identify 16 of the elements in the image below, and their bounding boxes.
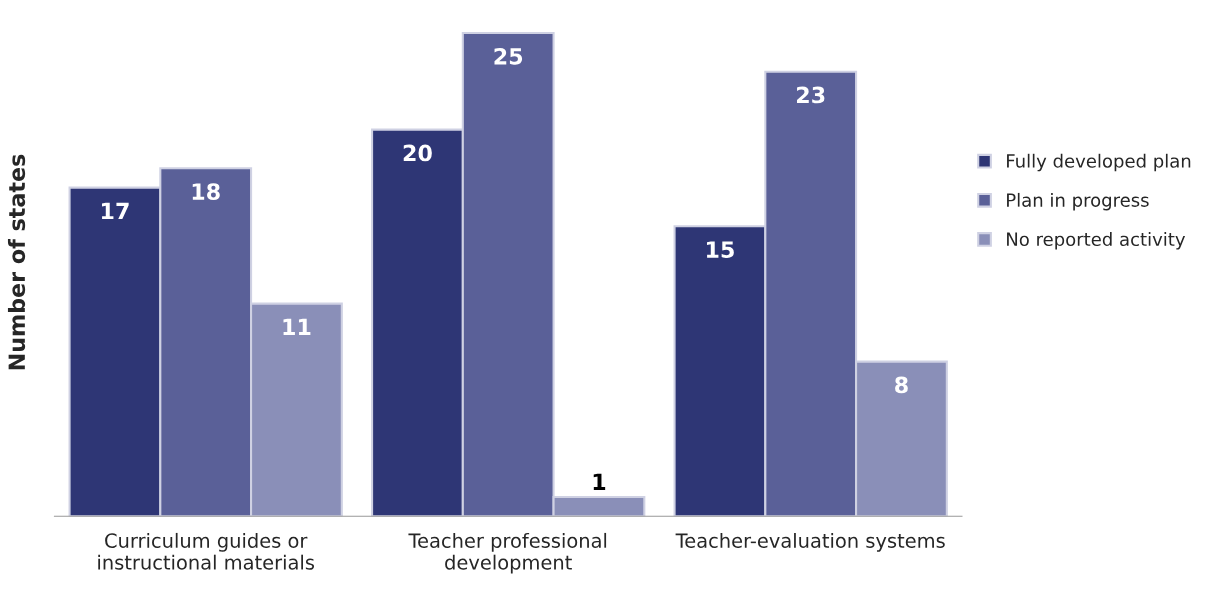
x-tick-label: Teacher-evaluation systems bbox=[675, 532, 945, 552]
data-label: 18 bbox=[192, 183, 220, 201]
legend-label: No reported activity bbox=[1007, 232, 1186, 250]
data-label: 20 bbox=[403, 144, 432, 162]
legend-label: Fully developed plan bbox=[1007, 153, 1191, 172]
data-label: 11 bbox=[283, 318, 311, 336]
data-label: 17 bbox=[102, 202, 129, 220]
data-label: 15 bbox=[707, 241, 734, 259]
data-label: 8 bbox=[895, 376, 908, 394]
data-label: 25 bbox=[494, 47, 523, 65]
data-label: 1 bbox=[593, 473, 606, 490]
data-label: 23 bbox=[797, 86, 825, 104]
x-tick-label: Curriculum guides or instructional materials bbox=[98, 532, 315, 570]
x-tick-label: Teacher professional development bbox=[408, 532, 607, 574]
y-axis-title: Number of states bbox=[7, 154, 26, 370]
legend-label: Plan in progress bbox=[1007, 192, 1149, 211]
